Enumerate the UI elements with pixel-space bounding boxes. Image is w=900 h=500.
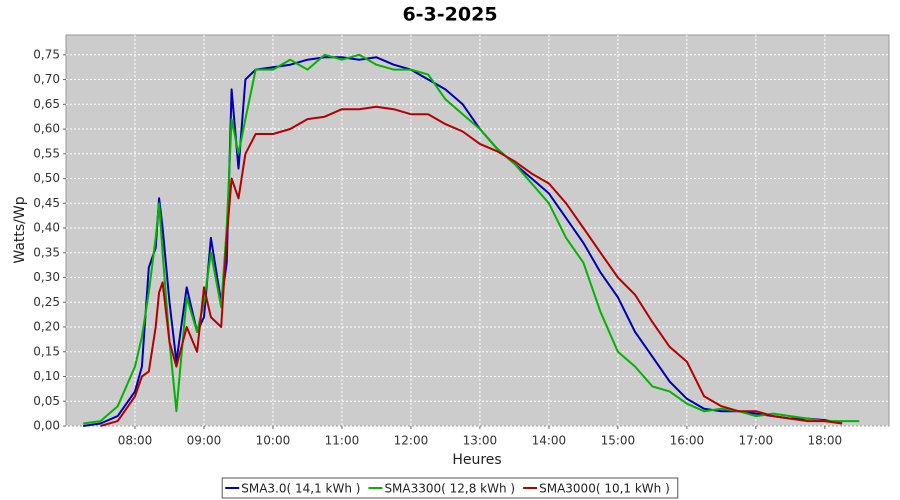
y-tick-label: 0,55 [33,146,60,160]
legend-box [221,477,679,499]
x-axis-label: Heures [452,452,501,468]
plot-area [65,34,890,427]
x-tick-label: 18:00 [808,434,843,448]
y-tick-label: 0,75 [33,47,60,61]
y-tick-label: 0,45 [33,196,60,210]
x-tick-label: 12:00 [394,434,429,448]
x-tick-label: 16:00 [670,434,705,448]
y-tick-label: 0,35 [33,245,60,259]
series-line [83,53,860,425]
y-tick-label: 0,50 [33,171,60,185]
x-tick-label: 09:00 [187,434,222,448]
x-tick-label: 08:00 [118,434,153,448]
y-tick-label: 0,20 [33,320,60,334]
y-axis-label: Watts/Wp [12,196,28,263]
series-line [100,105,843,427]
legend-label: SMA3.0( 14,1 kWh ) [241,482,360,496]
y-tick-label: 0,00 [33,419,60,433]
y-tick-label: 0,40 [33,221,60,235]
x-tick-label: 10:00 [256,434,291,448]
y-tick-label: 0,70 [33,72,60,86]
legend: SMA3.0( 14,1 kWh ) SMA3300( 12,8 kWh ) SMA… [221,477,679,499]
y-tick-label: 0,15 [33,344,60,358]
legend-label: SMA3000( 10,1 kWh ) [539,482,670,496]
y-tick-label: 0,60 [33,122,60,136]
series-line [83,56,843,427]
y-tick-label: 0,65 [33,97,60,111]
y-tick-label: 0,10 [33,369,60,383]
x-tick-label: 17:00 [739,434,774,448]
y-tick-label: 0,25 [33,295,60,309]
y-tick-label: 0,05 [33,394,60,408]
x-tick-label: 15:00 [601,434,636,448]
x-tick-label: 11:00 [325,434,360,448]
x-tick-label: 13:00 [463,434,498,448]
chart-title: 6-3-2025 [402,4,497,26]
x-tick-label: 14:00 [532,434,567,448]
legend-label: SMA3300( 12,8 kWh ) [384,482,515,496]
y-tick-label: 0,30 [33,270,60,284]
